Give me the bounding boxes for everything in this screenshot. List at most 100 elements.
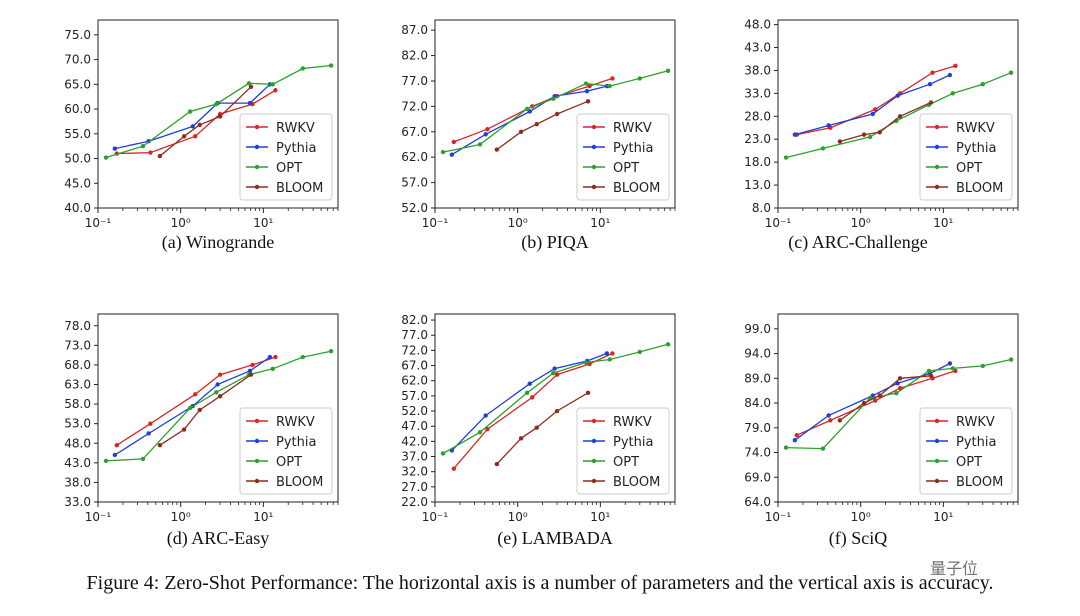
data-point-rwkv: [273, 354, 278, 360]
y-tick-label: 55.0: [64, 127, 91, 141]
legend-marker-bloom: [591, 184, 597, 190]
plot-frame: [434, 313, 676, 503]
y-tick-label: 38.0: [64, 475, 91, 489]
y-tick-label: 77.0: [401, 74, 428, 88]
data-point-rwkv: [193, 392, 198, 397]
data-point-opt: [820, 146, 826, 151]
y-tick-label: 84.0: [744, 396, 771, 410]
legend-marker-pythia: [591, 144, 597, 150]
data-point-opt: [551, 96, 556, 101]
figure-caption: Figure 4: Zero-Shot Performance: The hor…: [86, 572, 994, 594]
data-point-bloom: [897, 114, 903, 119]
legend-marker-rwkv: [591, 418, 597, 424]
y-tick-label: 23.0: [744, 132, 771, 146]
chart-arc-challenge: 8.0 13.0 18.0 23.0 28.0 33.0 38.0 43.0 48.0 10⁻¹ 1…: [708, 8, 1028, 238]
legend-marker-opt: [254, 458, 260, 464]
data-point-pythia: [112, 146, 118, 151]
x-tick-label: 10¹: [590, 216, 610, 230]
y-tick-label: 89.0: [744, 371, 771, 385]
series-line-bloom: [496, 392, 589, 465]
legend-marker-opt: [591, 164, 597, 170]
chart-svg: 33.0 38.0 43.0 48.0 53.0 58.0 63.0 68.0 73.0 78.0…: [64, 313, 339, 524]
data-point-pythia: [792, 132, 798, 137]
legend-label-bloom: BLOOM: [276, 475, 323, 490]
watermark-logo: 量子位: [930, 559, 979, 578]
x-tick-label: 10¹: [253, 510, 273, 524]
legend-marker-rwkv: [934, 124, 940, 130]
y-tick-label: 63.0: [64, 378, 91, 392]
data-point-opt: [187, 109, 193, 114]
chart-arc-easy: 33.0 38.0 43.0 48.0 53.0 58.0 63.0 68.0 73.0 78.0…: [28, 302, 348, 532]
data-point-opt: [140, 143, 146, 149]
data-point-opt: [328, 349, 334, 354]
y-tick-label: 64.0: [744, 495, 771, 509]
data-point-opt: [214, 390, 219, 395]
data-point-pythia: [483, 413, 488, 418]
chart-svg: 64.0 69.0 74.0 79.0 84.0 89.0 94.0 99.0 10⁻¹ 10⁰ 1…: [744, 313, 1019, 524]
x-tick-label: 10⁻¹: [422, 216, 449, 230]
data-point-pythia: [247, 368, 253, 373]
legend-marker-rwkv: [934, 418, 940, 424]
series-line-bloom: [159, 374, 252, 446]
data-point-opt: [607, 357, 612, 362]
data-point-bloom: [217, 394, 223, 399]
legend-label-rwkv: RWKV: [276, 121, 315, 136]
data-point-opt: [477, 430, 483, 435]
x-tick-label: 10⁰: [508, 510, 528, 524]
y-tick-label: 99.0: [744, 322, 771, 336]
y-tick-label: 69.0: [744, 470, 771, 484]
series-line-rwkv: [453, 352, 613, 470]
data-point-opt: [524, 390, 530, 396]
legend-label-bloom: BLOOM: [956, 475, 1003, 490]
legend-label-pythia: Pythia: [613, 141, 653, 156]
x-tick-label: 10⁻¹: [765, 510, 792, 524]
legend-label-pythia: Pythia: [956, 141, 996, 156]
legend-label-bloom: BLOOM: [956, 181, 1003, 196]
legend-box: [919, 113, 1013, 201]
data-point-pythia: [826, 123, 831, 128]
data-point-bloom: [861, 400, 867, 406]
data-point-opt: [270, 82, 275, 87]
legend-label-opt: OPT: [613, 455, 639, 470]
data-point-pythia: [604, 351, 610, 356]
y-tick-label: 72.0: [401, 343, 428, 357]
data-point-rwkv: [148, 150, 153, 155]
y-tick-label: 18.0: [744, 155, 771, 169]
data-point-bloom: [217, 114, 223, 119]
y-tick-label: 62.0: [401, 150, 428, 164]
data-point-rwkv: [828, 418, 833, 423]
y-tick-label: 43.0: [64, 456, 91, 470]
y-tick-label: 32.0: [401, 465, 428, 479]
data-point-opt: [187, 405, 193, 411]
legend-marker-pythia: [934, 144, 940, 150]
series-line-pythia: [114, 356, 271, 456]
legend-label-rwkv: RWKV: [956, 121, 995, 136]
data-point-opt: [637, 349, 642, 355]
series-line-bloom: [839, 101, 932, 143]
data-point-pythia: [927, 81, 933, 87]
legend-label-opt: OPT: [956, 161, 982, 176]
series-line-rwkv: [796, 65, 956, 136]
series-line-bloom: [496, 100, 589, 151]
plot-frame: [777, 19, 1019, 209]
data-point-bloom: [928, 100, 934, 105]
data-point-rwkv: [587, 361, 592, 367]
legend-marker-rwkv: [254, 124, 260, 130]
data-point-opt: [246, 81, 252, 86]
data-point-bloom: [837, 418, 843, 423]
y-tick-label: 50.0: [64, 152, 91, 166]
legend-label-rwkv: RWKV: [956, 415, 995, 430]
data-point-bloom: [928, 373, 934, 379]
legend-label-pythia: Pythia: [276, 141, 316, 156]
data-point-bloom: [181, 134, 187, 139]
data-point-rwkv: [485, 427, 490, 432]
y-tick-label: 77.0: [401, 328, 428, 342]
data-point-bloom: [877, 130, 882, 135]
y-tick-label: 48.0: [64, 436, 91, 450]
legend-marker-rwkv: [591, 124, 597, 130]
legend-box: [576, 113, 670, 201]
data-point-bloom: [248, 84, 254, 89]
legend-marker-bloom: [934, 478, 940, 484]
data-point-bloom: [554, 111, 560, 117]
x-tick-label: 10⁻¹: [765, 216, 792, 230]
